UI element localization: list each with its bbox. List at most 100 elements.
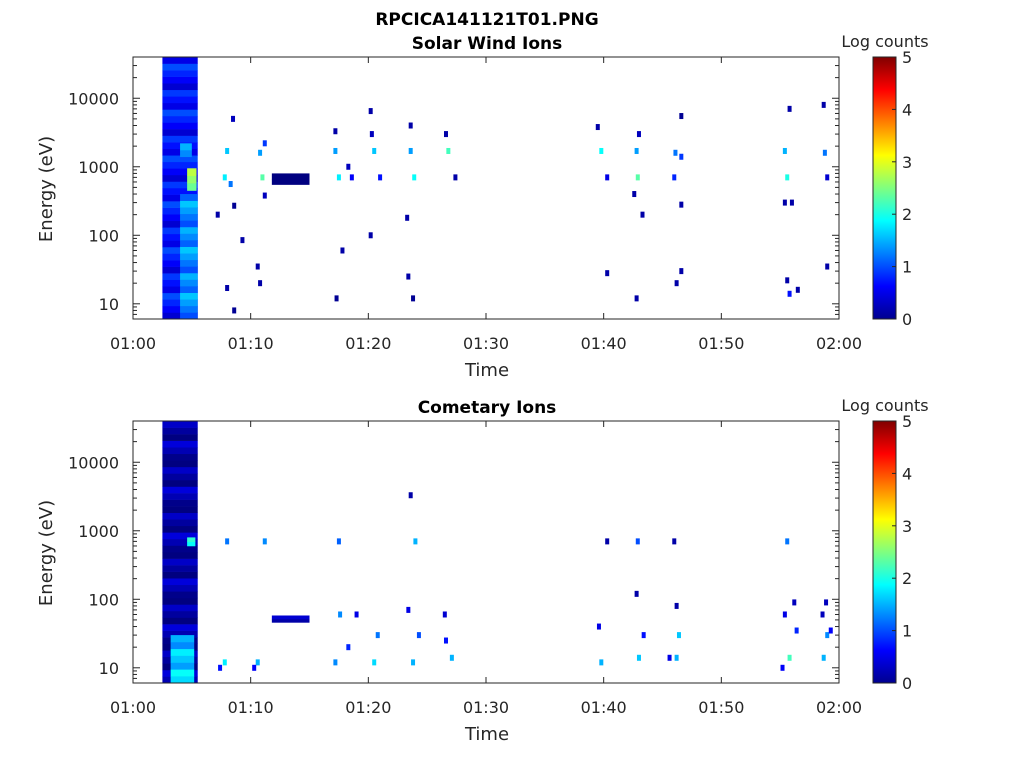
x-tick-label: 02:00 (816, 698, 862, 717)
panel-solar-wind-ions: Solar Wind Ions 01:00 01:10 01:20 01:30 01:4… (36, 32, 929, 381)
spectrogram-cell (180, 259, 198, 267)
spectrogram-cell (262, 538, 267, 545)
spectrogram-cell (821, 101, 826, 108)
x-tick-label: 01:00 (110, 334, 156, 353)
spectrogram-cell (162, 427, 198, 435)
spectrogram-cell (162, 571, 198, 579)
panel-cometary-ions: Cometary Ions 01:00 01:10 01:20 01:30 01:40 0… (36, 396, 929, 745)
spectrogram-cell (187, 168, 197, 177)
spectrogram-cell (225, 285, 230, 292)
spectrogram-cell (162, 453, 198, 461)
spectrogram-cell (162, 610, 198, 618)
colorbar-tick-label: 5 (902, 48, 912, 67)
spectrogram-cell (180, 240, 198, 247)
x-tick-label: 01:20 (345, 334, 391, 353)
y-tick-label: 10 (99, 295, 119, 314)
y-tick-label: 1000 (78, 158, 119, 177)
spectrogram-cell (634, 295, 639, 302)
spectrogram-cell (232, 307, 237, 314)
spectrogram-cell (180, 266, 198, 274)
spectrogram-cell (782, 199, 787, 206)
spectrogram-cell (443, 131, 448, 138)
spectrogram-cell (443, 637, 448, 644)
spectrogram-cell (795, 286, 800, 293)
spectrogram-cell (824, 599, 829, 606)
spectrogram-cell (162, 624, 198, 631)
spectrogram-cell (785, 538, 790, 545)
spectrogram-cell (180, 305, 198, 313)
spectrogram-cell (354, 611, 359, 618)
spectrogram-cell (787, 654, 792, 661)
spectrogram-cell (825, 263, 830, 270)
spectrogram-cell (260, 174, 265, 181)
spectrogram-cell (162, 512, 198, 520)
spectrogram-cell (162, 597, 198, 605)
spectrogram-cell (162, 96, 198, 104)
spectrogram-cell (162, 558, 198, 566)
spectrogram-cell (271, 615, 310, 620)
spectrogram-cell (162, 109, 198, 117)
spectrogram-cell (162, 76, 198, 84)
spectrogram-cell (368, 108, 373, 115)
spectrogram-cell (262, 140, 267, 147)
y-tick-label: 10000 (68, 89, 119, 108)
colorbar-tick-label: 2 (902, 569, 912, 588)
spectrogram-cell (162, 129, 198, 136)
spectrogram-cell (162, 440, 198, 448)
spectrogram-cell (162, 57, 198, 64)
spectrogram-cell (442, 611, 447, 618)
spectrogram-cell (446, 147, 451, 154)
x-tick-label: 01:40 (581, 334, 627, 353)
spectrogram-cell (599, 147, 604, 154)
spectrogram-cell (162, 460, 198, 468)
spectrogram-cell (180, 220, 198, 228)
spectrogram-cell (180, 272, 198, 280)
spectrogram-cell (408, 147, 413, 154)
spectrogram-cell (162, 545, 198, 553)
spectrogram-cell (228, 181, 233, 188)
x-tick-label: 01:20 (345, 698, 391, 717)
spectrogram-cell (162, 499, 198, 507)
x-tick-label: 01:50 (698, 698, 744, 717)
spectrogram-cell (413, 538, 418, 545)
spectrogram-cell (406, 606, 411, 613)
spectrogram-cell (822, 149, 827, 156)
spectrogram-cell (453, 174, 458, 181)
spectrogram-cell (336, 174, 341, 181)
spectrogram-cell (672, 174, 677, 181)
spectrogram-cell (408, 492, 413, 499)
spectrogram-cell (162, 155, 198, 163)
spectrogram-cell (180, 312, 198, 320)
spectrogram-cell (412, 174, 417, 181)
spectrogram-cell (162, 421, 198, 428)
spectrogram-cell (634, 590, 639, 597)
spectrogram-cell (673, 149, 678, 156)
spectrogram-cell (187, 175, 197, 184)
spectrogram-cell (162, 115, 198, 123)
spectrogram-cell (411, 659, 416, 666)
spectrogram-cell (162, 89, 198, 97)
spectrogram-cell (222, 659, 227, 666)
colorbar-tick-label: 3 (902, 153, 912, 172)
x-axis-label: Time (464, 724, 509, 745)
spectrogram-cell (162, 532, 198, 540)
spectrogram-cell (674, 654, 679, 661)
spectrogram-cell (785, 277, 790, 284)
spectrogram-cell (162, 584, 198, 592)
colorbar-tick-label: 0 (902, 310, 912, 329)
spectrogram-cell (785, 174, 790, 181)
spectrogram-cell (180, 213, 198, 221)
spectrogram-cell (787, 290, 792, 297)
colorbar-label: Log counts (841, 32, 928, 51)
spectrogram-cell (368, 232, 373, 239)
spectrogram-cell (187, 537, 196, 542)
spectrogram-cell (674, 602, 679, 609)
colorbar-tick-label: 2 (902, 205, 912, 224)
spectrogram-plot: 01:00 01:10 01:20 01:30 01:40 01:50 02:00 10 100… (68, 56, 862, 353)
spectrogram-cell (378, 174, 383, 181)
spectrogram-cell (676, 632, 681, 639)
spectrogram-cell (271, 173, 310, 180)
spectrogram-cell (333, 659, 338, 666)
x-tick-label: 01:50 (698, 334, 744, 353)
